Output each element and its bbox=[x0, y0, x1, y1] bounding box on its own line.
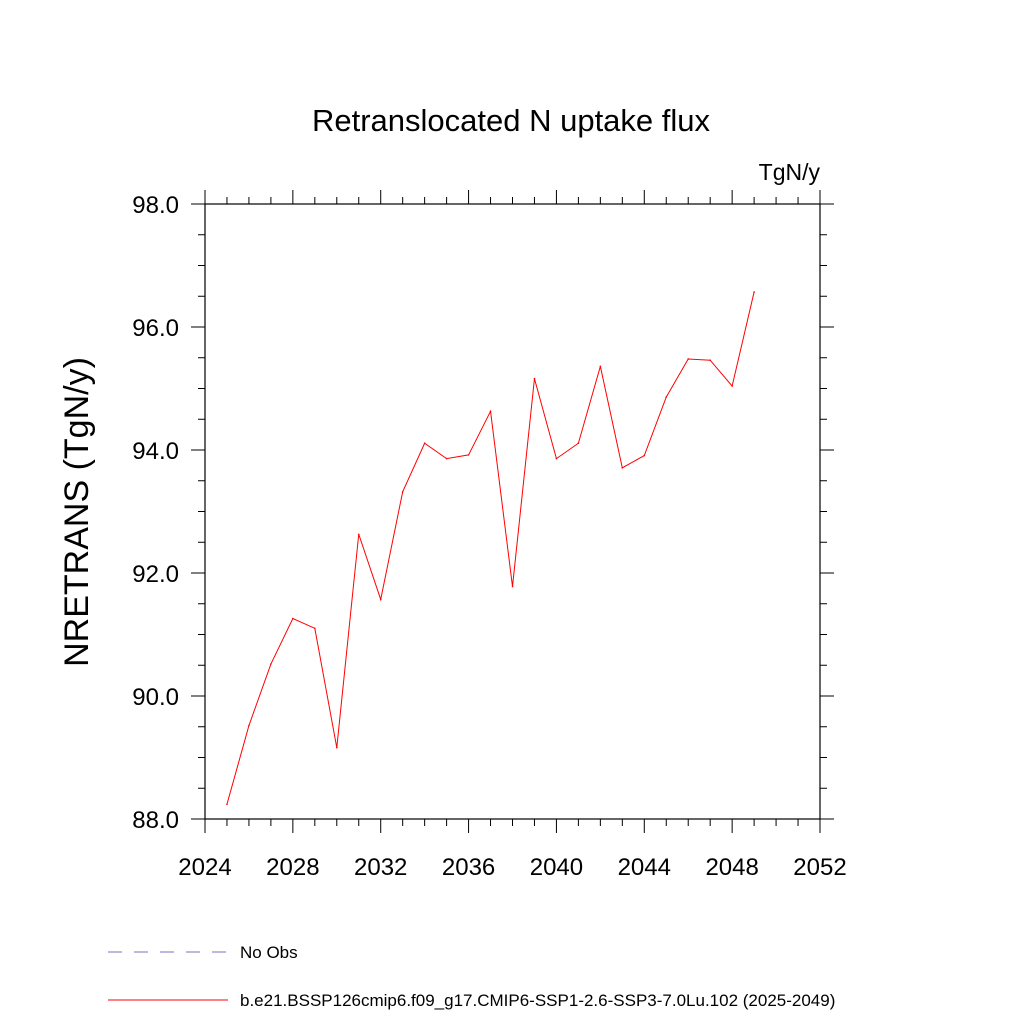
data-point bbox=[753, 291, 755, 293]
data-point bbox=[489, 410, 492, 413]
units-label: TgN/y bbox=[759, 159, 821, 185]
data-point bbox=[445, 457, 448, 460]
data-point bbox=[335, 746, 338, 749]
data-point bbox=[511, 585, 514, 588]
data-point bbox=[357, 533, 360, 536]
x-tick-label: 2032 bbox=[354, 854, 407, 881]
data-point bbox=[379, 598, 382, 601]
data-point bbox=[292, 617, 294, 620]
x-tick-label: 2044 bbox=[618, 854, 671, 881]
legend-label: b.e21.BSSP126cmip6.f09_g17.CMIP6-SSP1-2.… bbox=[240, 991, 835, 1010]
data-point bbox=[731, 385, 733, 387]
data-point bbox=[643, 454, 646, 457]
axis-ticks: 2024 2028 2032 2036 2040 2044 2048 2052 88.0 90.0… bbox=[132, 190, 847, 881]
series-layer bbox=[226, 291, 755, 806]
y-tick-label: 96.0 bbox=[132, 315, 179, 342]
y-tick-label: 90.0 bbox=[132, 684, 179, 711]
data-point bbox=[423, 442, 426, 445]
plot-frame bbox=[204, 203, 821, 820]
data-point bbox=[555, 457, 558, 460]
data-point bbox=[533, 377, 536, 380]
x-tick-label: 2036 bbox=[442, 854, 495, 881]
y-tick-label: 98.0 bbox=[132, 192, 179, 219]
chart-title: Retranslocated N uptake flux bbox=[312, 103, 711, 138]
data-point bbox=[248, 724, 250, 727]
data-point bbox=[314, 627, 316, 630]
data-point bbox=[687, 358, 690, 360]
data-point bbox=[621, 467, 624, 469]
data-point bbox=[665, 396, 668, 398]
y-tick-label: 92.0 bbox=[132, 561, 179, 588]
data-point bbox=[401, 491, 404, 493]
x-tick-label: 2028 bbox=[266, 854, 319, 881]
x-tick-label: 2024 bbox=[178, 854, 231, 881]
data-point bbox=[709, 359, 711, 362]
data-point bbox=[599, 365, 602, 368]
y-tick-label: 94.0 bbox=[132, 438, 179, 465]
x-tick-label: 2048 bbox=[705, 854, 758, 881]
data-point bbox=[226, 803, 228, 806]
data-point bbox=[270, 663, 272, 665]
legend-label: No Obs bbox=[240, 943, 298, 962]
x-tick-label: 2040 bbox=[530, 854, 583, 881]
data-point bbox=[467, 454, 470, 456]
y-tick-label: 88.0 bbox=[132, 807, 179, 834]
y-axis-label: NRETRANS (TgN/y) bbox=[58, 357, 96, 667]
data-point bbox=[577, 442, 580, 445]
series-line bbox=[226, 291, 755, 805]
legend: No Obs b.e21.BSSP126cmip6.f09_g17.CMIP6-S… bbox=[108, 943, 835, 1010]
x-tick-label: 2052 bbox=[793, 854, 846, 881]
